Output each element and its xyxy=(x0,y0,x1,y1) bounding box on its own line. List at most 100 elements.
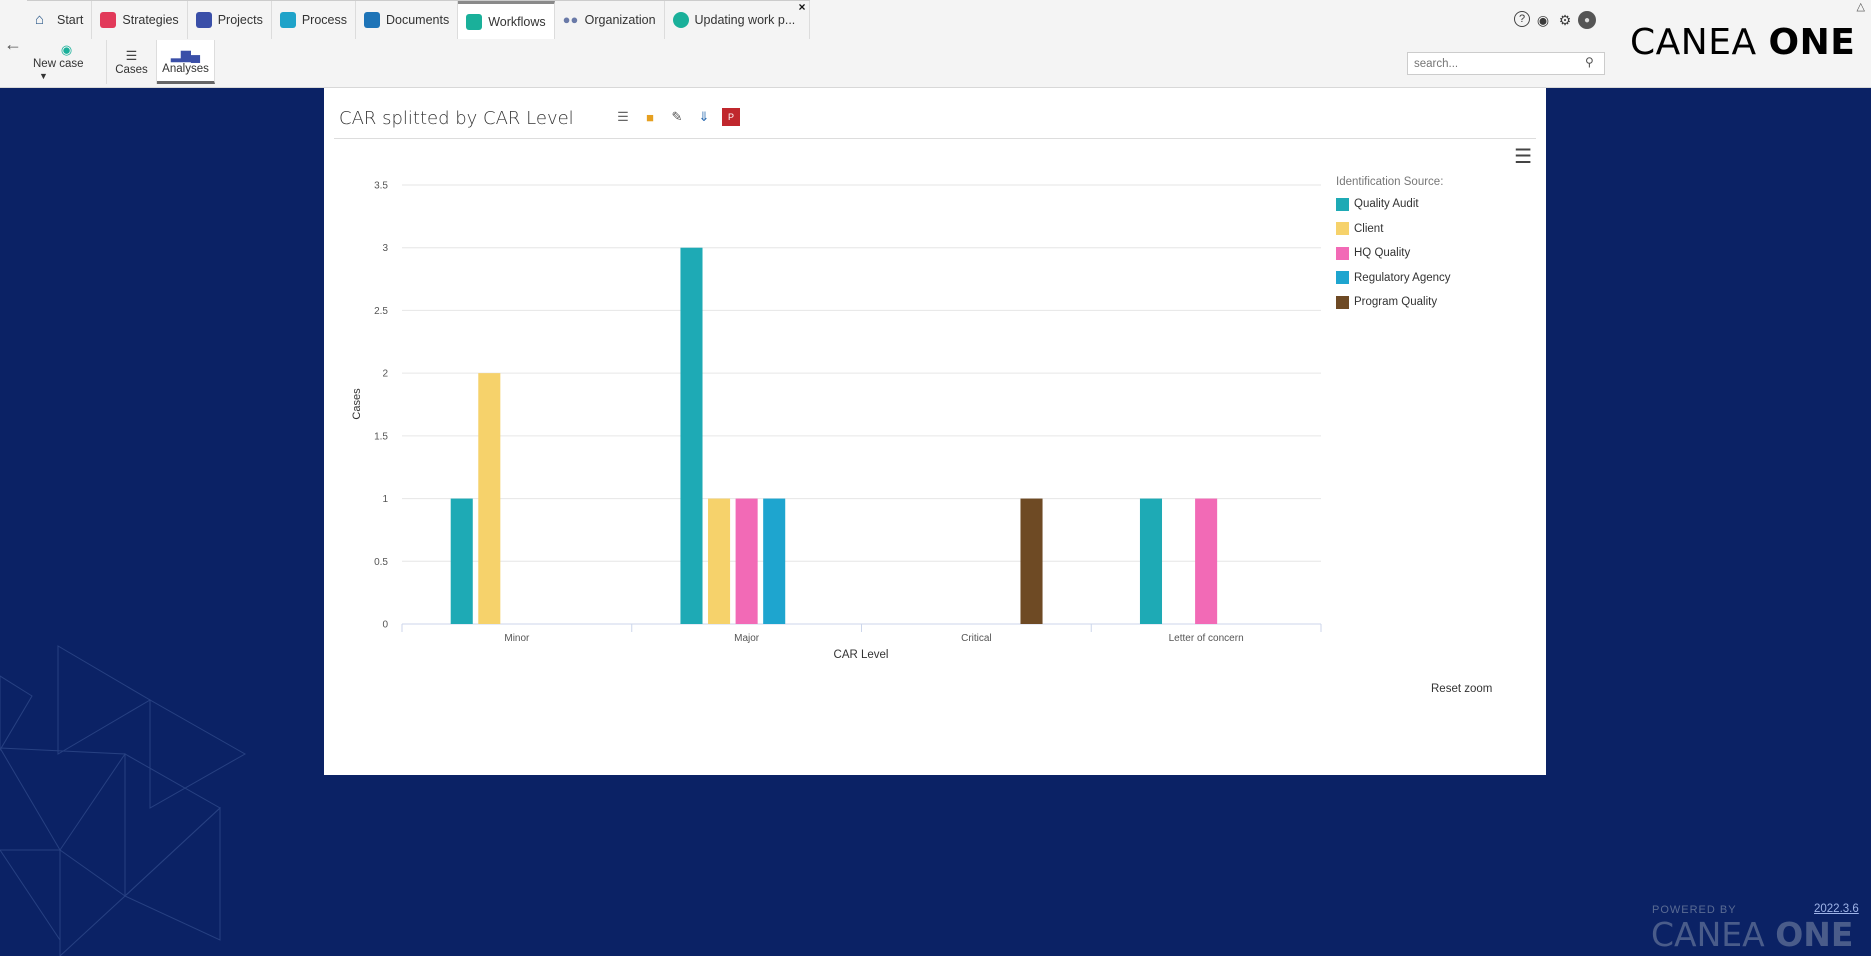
tab-label: Strategies xyxy=(122,13,179,27)
x-tick-label: Major xyxy=(734,633,760,644)
search-input[interactable] xyxy=(1407,52,1605,75)
legend-item[interactable]: Regulatory Agency xyxy=(1336,266,1451,291)
new-case-label: New case xyxy=(33,58,84,70)
legend-label: Regulatory Agency xyxy=(1354,271,1451,284)
cases-button[interactable]: ☰ Cases xyxy=(107,40,157,84)
analyses-button[interactable]: ▂▆▄ Analyses xyxy=(157,40,215,84)
analyses-label: Analyses xyxy=(162,62,209,75)
new-case-icon: ◉ xyxy=(60,42,73,57)
tab-strategies[interactable]: Strategies xyxy=(92,1,188,39)
gear-icon[interactable]: ⚙ xyxy=(1558,11,1572,28)
legend-label: HQ Quality xyxy=(1354,247,1411,260)
x-axis-label: CAR Level xyxy=(834,649,889,661)
legend-label: Program Quality xyxy=(1354,296,1438,309)
new-case-label-wrap: New case ▼ xyxy=(33,58,100,82)
legend-item[interactable]: Client xyxy=(1336,217,1451,242)
workflows-icon xyxy=(466,13,483,30)
sub-toolbar: ◉ New case ▼ ☰ Cases ▂▆▄ Analyses xyxy=(27,40,215,86)
chart-grid xyxy=(402,184,1321,625)
bar[interactable] xyxy=(680,247,703,624)
legend-swatch xyxy=(1336,222,1349,236)
tab-label: Documents xyxy=(386,13,450,27)
search-icon[interactable]: ⚲ xyxy=(1585,55,1594,69)
y-tick-label: 2 xyxy=(382,369,388,380)
filter-icon[interactable]: ☰ xyxy=(617,109,629,124)
case-icon xyxy=(672,12,689,28)
header-icons: ? ◉ ⚙ ● xyxy=(1514,11,1596,29)
tab-label: Updating work p... xyxy=(694,13,796,27)
chart-axes: 0 0.5 1 1.5 2 2.5 3 3.5 Minor Major Critical Letter… xyxy=(374,181,1322,644)
powered-by-label: POWERED BY xyxy=(1652,904,1737,916)
bar[interactable] xyxy=(1195,498,1218,624)
chart-legend: Identification Source: Quality Audit Clie… xyxy=(1336,176,1451,315)
footer-logo-bold: ONE xyxy=(1775,915,1854,954)
documents-icon xyxy=(364,12,380,28)
bar[interactable] xyxy=(763,498,786,624)
y-tick-label: 3 xyxy=(382,243,388,254)
logo-text-bold: ONE xyxy=(1768,22,1856,63)
close-tab-icon[interactable]: × xyxy=(798,0,806,14)
version-link[interactable]: 2022.3.6 xyxy=(1814,903,1859,915)
tab-updating-work[interactable]: Updating work p... × xyxy=(664,0,810,39)
tab-label: Start xyxy=(57,13,84,27)
tab-label: Process xyxy=(301,13,347,27)
legend-swatch xyxy=(1336,246,1349,260)
folder-icon[interactable]: ■ xyxy=(646,109,654,125)
help-icon[interactable]: ? xyxy=(1514,11,1530,27)
legend-swatch xyxy=(1336,295,1349,309)
export-icon[interactable]: ⇓ xyxy=(698,109,710,124)
legend-items: Quality Audit Client HQ Quality Regulatory … xyxy=(1336,192,1451,315)
y-tick-label: 1 xyxy=(382,494,388,505)
back-arrow-icon[interactable]: ← xyxy=(4,34,22,54)
reset-zoom-button[interactable]: Reset zoom xyxy=(1431,683,1493,695)
x-tick-label: Minor xyxy=(504,633,530,644)
y-tick-label: 2.5 xyxy=(374,306,388,317)
top-bar: ← ⌂ Start Strategies Projects Process Do… xyxy=(0,0,1871,88)
y-tick-label: 3.5 xyxy=(374,181,388,192)
y-tick-label: 0.5 xyxy=(374,557,388,568)
palette-icon[interactable]: ◉ xyxy=(1536,11,1550,28)
bar-chart-icon: ▂▆▄ xyxy=(170,46,201,62)
bar[interactable] xyxy=(1020,498,1043,624)
tab-start[interactable]: ⌂ Start xyxy=(27,1,93,39)
bar-chart: 0 0.5 1 1.5 2 2.5 3 3.5 Minor Major Critical Letter… xyxy=(351,181,1322,661)
pdf-icon[interactable]: P xyxy=(722,108,740,126)
legend-title: Identification Source: xyxy=(1336,176,1444,188)
tab-projects[interactable]: Projects xyxy=(187,1,272,39)
tab-workflows[interactable]: Workflows xyxy=(458,1,555,39)
bar[interactable] xyxy=(1139,498,1163,624)
legend-item[interactable]: Quality Audit xyxy=(1336,192,1451,217)
bar[interactable] xyxy=(478,373,501,624)
y-tick-label: 0 xyxy=(382,620,388,631)
legend-item[interactable]: HQ Quality xyxy=(1336,241,1451,266)
chart-menu-icon[interactable]: ☰ xyxy=(1514,146,1532,168)
footer-logo-light: CANEA xyxy=(1651,915,1776,954)
tab-organization[interactable]: ●● Organization xyxy=(554,1,665,39)
tab-label: Organization xyxy=(584,13,656,27)
x-tick-label: Critical xyxy=(961,633,992,644)
bar[interactable] xyxy=(708,498,731,624)
organization-icon: ●● xyxy=(562,12,579,27)
edit-icon[interactable]: ✎ xyxy=(671,109,683,124)
legend-swatch xyxy=(1336,271,1349,285)
tab-documents[interactable]: Documents xyxy=(356,1,459,39)
legend-label: Quality Audit xyxy=(1354,198,1419,211)
tab-label: Workflows xyxy=(488,14,546,29)
bar[interactable] xyxy=(735,498,758,624)
collapse-icon[interactable]: △ xyxy=(1856,1,1865,13)
y-tick-label: 1.5 xyxy=(374,431,388,442)
dropdown-arrow-icon[interactable]: ▼ xyxy=(39,71,48,81)
cases-label: Cases xyxy=(115,64,148,76)
canea-one-logo: CANEA ONE xyxy=(1630,22,1855,63)
footer-logo: CANEA ONE xyxy=(1651,915,1853,954)
background-decoration xyxy=(0,645,247,956)
bar[interactable] xyxy=(450,498,473,624)
chart-bars xyxy=(450,247,1218,624)
tab-process[interactable]: Process xyxy=(271,1,356,39)
logo-text-light: CANEA xyxy=(1630,22,1769,63)
app-tabs: ⌂ Start Strategies Projects Process Docu… xyxy=(27,0,810,39)
new-case-button[interactable]: ◉ New case ▼ xyxy=(27,40,107,84)
legend-item[interactable]: Program Quality xyxy=(1336,290,1451,315)
avatar[interactable]: ● xyxy=(1578,11,1596,29)
